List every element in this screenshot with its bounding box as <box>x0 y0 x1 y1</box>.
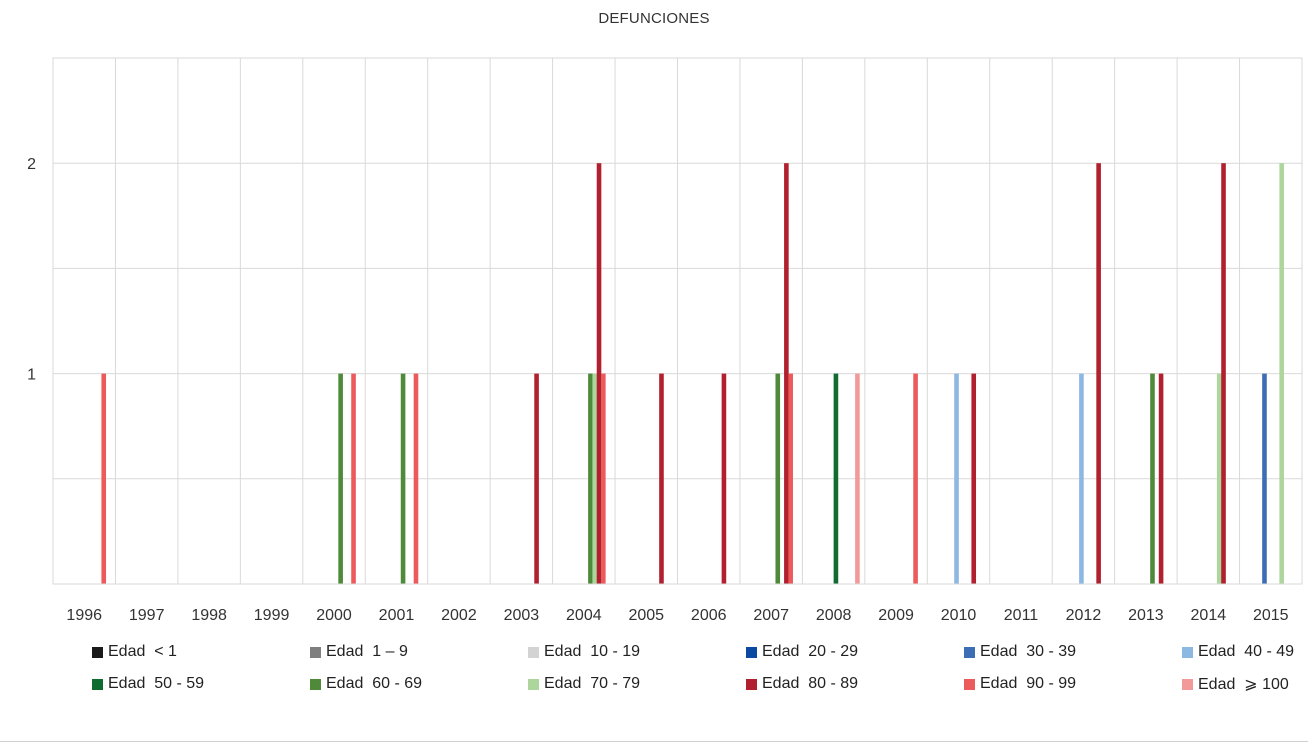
x-tick-label: 2008 <box>816 607 852 624</box>
legend-label: Edad 70 - 79 <box>544 675 641 692</box>
legend-label: Edad 50 - 59 <box>108 675 205 692</box>
legend-item: Edad 30 - 39 <box>964 643 1182 661</box>
bar <box>1079 373 1084 584</box>
legend: Edad < 1 Edad 1 – 9 Edad 10 - 19 Edad 20 - … <box>92 636 1302 700</box>
legend-label: Edad 80 - 89 <box>762 675 859 692</box>
bar <box>1216 373 1222 584</box>
legend-label: Edad 40 - 49 <box>1198 643 1295 660</box>
x-tick-label: 1997 <box>129 607 165 624</box>
legend-item: Edad 90 - 99 <box>964 675 1182 693</box>
plot-area: 1 2 1996 1997 1998 1999 2000 2001 2002 2003 2004 20… <box>27 57 1303 624</box>
bar <box>913 373 918 584</box>
legend-label: Edad 1 – 9 <box>326 643 408 660</box>
x-tick-label: 2006 <box>691 607 727 624</box>
bar <box>351 373 356 584</box>
legend-swatch <box>964 646 975 658</box>
legend-swatch <box>528 646 539 658</box>
legend-label: Edad 20 - 29 <box>762 643 859 660</box>
legend-swatch <box>1182 678 1193 690</box>
x-tick-label: 2014 <box>1191 607 1227 624</box>
x-tick-label: 2004 <box>566 607 602 624</box>
legend-row: Edad 50 - 59 Edad 60 - 69 Edad 70 - 79 Edad… <box>92 668 1302 700</box>
legend-label: Edad ⩾ 100 <box>1198 676 1289 693</box>
bar <box>400 373 406 584</box>
bar <box>788 373 793 584</box>
x-tick-label: 2011 <box>1004 607 1039 624</box>
legend-label: Edad 90 - 99 <box>980 675 1077 692</box>
bar <box>534 373 539 584</box>
legend-item: Edad 70 - 79 <box>528 675 746 693</box>
x-tick-label: 2007 <box>753 607 789 624</box>
bar <box>721 373 727 584</box>
bar <box>596 163 602 584</box>
x-tick-label: 2010 <box>941 607 977 624</box>
bar <box>601 373 606 584</box>
legend-swatch <box>528 678 539 690</box>
legend-swatch <box>310 646 321 658</box>
legend-item: Edad 60 - 69 <box>310 675 528 693</box>
bar <box>775 373 781 584</box>
legend-item: Edad 10 - 19 <box>528 643 746 661</box>
bar <box>101 373 107 584</box>
legend-item: Edad 50 - 59 <box>92 675 310 693</box>
legend-item: Edad 1 – 9 <box>310 643 528 661</box>
bar <box>855 373 860 584</box>
x-tick-label: 2015 <box>1253 607 1289 624</box>
legend-swatch <box>1182 646 1193 658</box>
x-tick-label: 1998 <box>191 607 227 624</box>
bar <box>1158 373 1164 584</box>
bar <box>338 373 343 584</box>
chart-title: DEFUNCIONES <box>598 10 710 27</box>
x-tick-label: 2000 <box>316 607 352 624</box>
x-tick-label: 2013 <box>1128 607 1164 624</box>
legend-swatch <box>746 678 757 690</box>
legend-item: Edad ⩾ 100 <box>1182 674 1302 694</box>
x-tick-label: 2002 <box>441 607 477 624</box>
bar <box>971 373 977 584</box>
x-tick-label: 2003 <box>504 607 540 624</box>
legend-label: Edad 60 - 69 <box>326 675 423 692</box>
legend-label: Edad 10 - 19 <box>544 643 641 660</box>
legend-label: Edad 30 - 39 <box>980 643 1077 660</box>
bar <box>1150 373 1155 584</box>
bar <box>1221 163 1226 584</box>
bottom-divider <box>0 741 1308 742</box>
y-tick-label: 2 <box>27 156 36 173</box>
bar <box>833 373 839 584</box>
x-tick-label: 2009 <box>878 607 914 624</box>
bar <box>659 373 664 584</box>
legend-label: Edad < 1 <box>108 643 177 660</box>
legend-swatch <box>746 646 757 658</box>
y-tick-label: 1 <box>27 367 36 384</box>
x-tick-label: 2001 <box>379 607 415 624</box>
x-tick-label: 1996 <box>66 607 102 624</box>
legend-item: Edad 40 - 49 <box>1182 643 1302 661</box>
bar <box>784 163 789 584</box>
legend-swatch <box>92 646 103 658</box>
legend-swatch <box>964 678 975 690</box>
bar <box>1096 163 1101 584</box>
legend-item: Edad 20 - 29 <box>746 643 964 661</box>
x-tick-label: 2012 <box>1066 607 1102 624</box>
bar <box>592 373 598 584</box>
bar <box>1279 163 1284 584</box>
legend-item: Edad < 1 <box>92 643 310 661</box>
x-tick-label: 1999 <box>254 607 290 624</box>
bar <box>413 373 419 584</box>
legend-swatch <box>92 678 103 690</box>
x-tick-label: 2005 <box>628 607 664 624</box>
legend-row: Edad < 1 Edad 1 – 9 Edad 10 - 19 Edad 20 - … <box>92 636 1302 668</box>
legend-swatch <box>310 678 321 690</box>
bar <box>954 373 959 584</box>
bar <box>1262 373 1267 584</box>
legend-item: Edad 80 - 89 <box>746 675 964 693</box>
bar <box>588 373 593 584</box>
